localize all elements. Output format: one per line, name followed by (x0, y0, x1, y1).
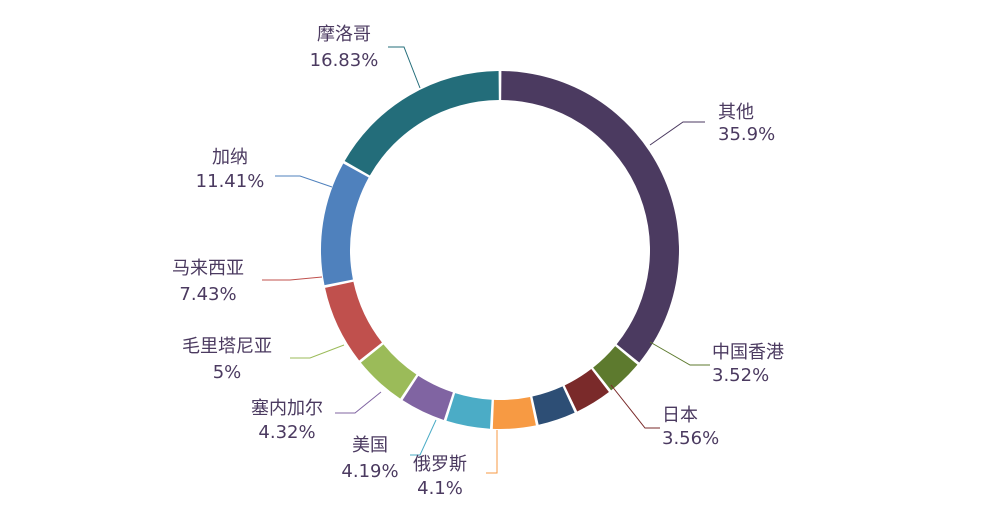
slice-label: 马来西亚 (172, 258, 244, 279)
slice-percent-label: 7.43% (179, 284, 236, 305)
slice-马来西亚 (325, 281, 382, 361)
slice-加纳 (321, 163, 369, 286)
leader-line-其他 (649, 121, 705, 146)
slice-unlabeled-3 (532, 386, 575, 425)
leader-line-塞内加尔 (335, 391, 382, 414)
leader-line-日本 (610, 384, 660, 429)
slice-label: 美国 (352, 435, 388, 456)
slice-美国 (446, 393, 492, 429)
leader-line-马来西亚 (262, 276, 323, 281)
slices-group (321, 71, 679, 430)
slice-label: 日本 (662, 405, 698, 426)
slice-percent-label: 4.1% (417, 478, 463, 499)
leader-lines-group (262, 46, 710, 474)
slice-其他 (501, 71, 679, 363)
slice-塞内加尔 (402, 375, 453, 420)
slice-label: 塞内加尔 (251, 398, 323, 419)
slice-percent-label: 11.41% (196, 171, 265, 192)
slice-毛里塔尼亚 (360, 344, 417, 399)
slice-日本 (564, 369, 609, 412)
slice-中国香港 (593, 346, 638, 391)
slice-label: 摩洛哥 (317, 24, 371, 45)
slice-俄罗斯 (492, 396, 536, 430)
slice-percent-label: 3.52% (712, 365, 769, 386)
slice-label: 俄罗斯 (413, 454, 467, 475)
slice-label: 中国香港 (712, 342, 784, 363)
slice-percent-label: 4.19% (341, 461, 398, 482)
slice-摩洛哥 (344, 71, 499, 176)
slice-percent-label: 3.56% (662, 428, 719, 449)
slice-percent-label: 5% (213, 362, 242, 383)
slice-percent-label: 35.9% (718, 124, 775, 145)
leader-line-加纳 (275, 175, 333, 188)
leader-line-摩洛哥 (388, 46, 421, 89)
leader-line-俄罗斯 (486, 430, 498, 474)
slice-percent-label: 16.83% (310, 50, 379, 71)
slice-percent-label: 4.32% (258, 422, 315, 443)
leader-line-中国香港 (649, 341, 710, 366)
leader-line-毛里塔尼亚 (290, 344, 345, 359)
slice-label: 加纳 (212, 147, 248, 168)
slice-label: 毛里塔尼亚 (182, 336, 272, 357)
leader-line-美国 (410, 419, 437, 456)
slice-label: 其他 (718, 102, 754, 123)
